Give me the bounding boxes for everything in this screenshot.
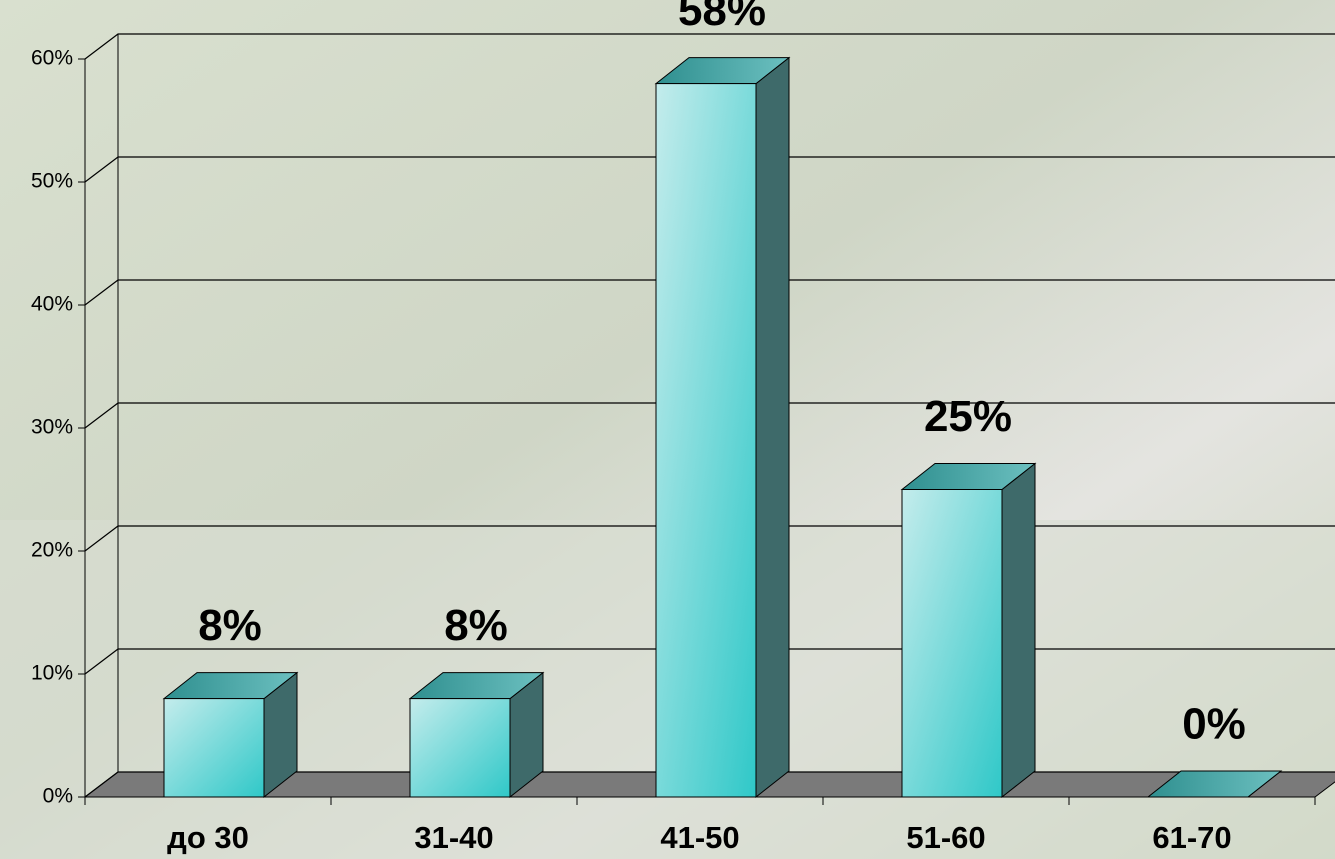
- y-tick-label: 30%: [31, 416, 73, 439]
- grid-line: [84, 33, 1335, 60]
- y-tick-label: 10%: [31, 662, 73, 685]
- bar: [163, 698, 265, 798]
- x-tick-label: 51-60: [906, 820, 985, 855]
- y-tick-label: 40%: [31, 293, 73, 316]
- bar-side: [755, 56, 790, 799]
- value-label: 8%: [198, 601, 262, 650]
- grid-line: [84, 279, 1335, 306]
- bar-top: [1146, 770, 1283, 798]
- value-label: 8%: [444, 601, 508, 650]
- bar: [901, 489, 1003, 798]
- y-tick-label: 20%: [31, 539, 73, 562]
- grid-line: [84, 156, 1335, 183]
- bar: [655, 83, 757, 798]
- x-tick-label: 41-50: [660, 820, 739, 855]
- y-tick-label: 60%: [31, 47, 73, 70]
- value-label: 0%: [1182, 700, 1246, 749]
- x-tick-label: до 30: [167, 820, 249, 855]
- grid-line: [84, 402, 1335, 429]
- bar: [409, 698, 511, 798]
- x-tick-label: 31-40: [414, 820, 493, 855]
- bar-side: [1001, 462, 1036, 799]
- value-label: 58%: [678, 0, 766, 35]
- x-tick-label: 61-70: [1152, 820, 1231, 855]
- value-label: 25%: [924, 392, 1012, 441]
- y-tick-label: 50%: [31, 170, 73, 193]
- y-tick-label: 0%: [43, 785, 73, 808]
